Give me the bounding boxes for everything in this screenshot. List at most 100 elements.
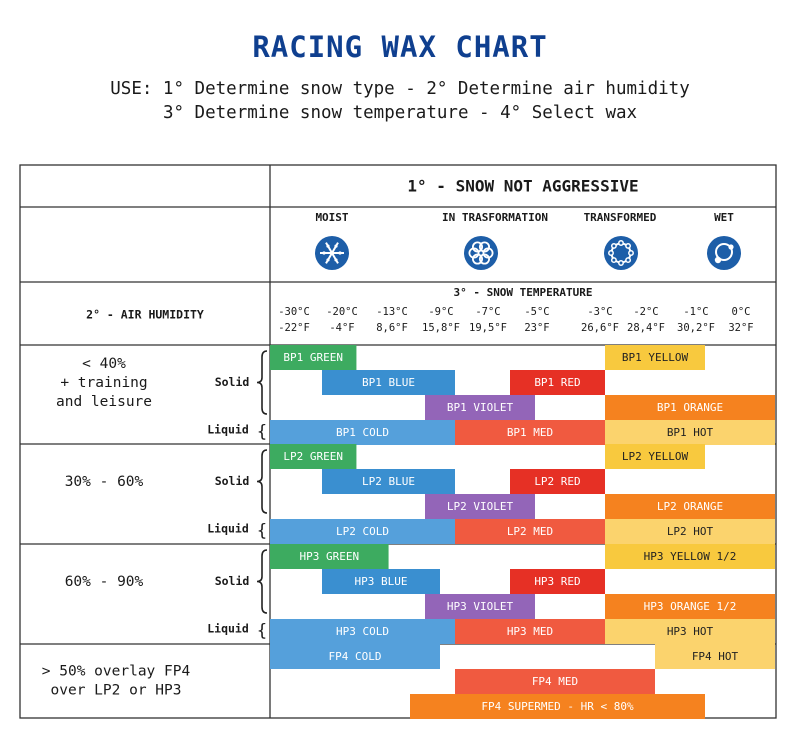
wax-bp1-orange-label: BP1 ORANGE	[657, 401, 723, 414]
snow-temperature-heading: 3° - SNOW TEMPERATURE	[453, 286, 592, 299]
liquid-label-group-1: Liquid	[207, 423, 249, 437]
wax-hp3-cold-label: HP3 COLD	[336, 625, 389, 638]
wax-bp1-cold-bar	[270, 420, 455, 445]
table-border	[19, 164, 777, 719]
wax-lp2-yellow-bar	[605, 444, 705, 469]
wax-bp1-violet: BP1 VIOLET	[425, 395, 535, 420]
wax-bp1-red-label: BP1 RED	[534, 376, 580, 389]
temp-c-label-3: -13°C	[376, 306, 408, 318]
chart-title: RACING WAX CHART	[252, 30, 548, 64]
wax-lp2-hot-bar	[605, 519, 775, 544]
wax-lp2-cold: LP2 COLD	[270, 519, 455, 544]
wax-hp3-hot-label: HP3 HOT	[667, 625, 714, 638]
wax-lp2-orange: LP2 ORANGE	[605, 494, 775, 519]
wax-hp3-red-label: HP3 RED	[534, 575, 580, 588]
wax-lp2-blue: LP2 BLUE	[322, 469, 455, 494]
wax-hp3-cold: HP3 COLD	[270, 619, 455, 644]
wax-fp4-supermed-hr-80--bar	[410, 694, 705, 719]
wax-bp1-med: BP1 MED	[455, 420, 605, 445]
wax-bp1-hot-bar	[605, 420, 775, 445]
air-humidity-heading: 2° - AIR HUMIDITY	[86, 308, 204, 322]
temp-c-label-8: -2°C	[633, 306, 658, 318]
wax-fp4-med: FP4 MED	[455, 669, 655, 694]
wax-bp1-green: BP1 GREEN	[270, 345, 357, 370]
wax-hp3-red: HP3 RED	[510, 569, 605, 594]
wax-fp4-hot-bar	[655, 644, 775, 669]
wax-bp1-cold-label: BP1 COLD	[336, 426, 389, 439]
wax-fp4-hot: FP4 HOT	[655, 644, 775, 669]
wax-lp2-orange-label: LP2 ORANGE	[657, 500, 723, 513]
temp-c-label-6: -5°C	[524, 306, 549, 318]
wax-lp2-blue-label: LP2 BLUE	[362, 475, 415, 488]
wax-hp3-green-bar	[270, 544, 389, 569]
temp-f-label-5: 19,5°F	[469, 322, 507, 334]
liquid-label-group-3: Liquid	[207, 622, 249, 636]
wax-bp1-hot-label: BP1 HOT	[667, 426, 714, 439]
wax-hp3-yellow-1-2-bar	[605, 544, 775, 569]
snow-type-3-label: TRANSFORMED	[584, 211, 657, 224]
wax-lp2-violet-label: LP2 VIOLET	[447, 500, 514, 513]
humidity-group-4-line-2: over LP2 or HP3	[51, 683, 182, 699]
wax-lp2-red: LP2 RED	[510, 469, 605, 494]
wax-hp3-green-label: HP3 GREEN	[299, 550, 359, 563]
wax-bp1-cold: BP1 COLD	[270, 420, 455, 445]
wax-lp2-hot-label: LP2 HOT	[667, 525, 714, 538]
temp-c-label-10: 0°C	[732, 306, 751, 318]
wax-lp2-red-label: LP2 RED	[534, 475, 580, 488]
wax-hp3-yellow-1-2: HP3 YELLOW 1/2	[605, 544, 775, 569]
wax-hp3-hot-bar	[605, 619, 775, 644]
wax-lp2-orange-bar	[605, 494, 775, 519]
temp-f-label-10: 32°F	[728, 322, 753, 334]
wax-hp3-violet-label: HP3 VIOLET	[447, 600, 514, 613]
temp-f-label-7: 26,6°F	[581, 322, 619, 334]
liquid-label-group-2: Liquid	[207, 522, 249, 536]
wax-lp2-green-label: LP2 GREEN	[283, 450, 343, 463]
liquid-brace-group-1: {	[257, 422, 267, 442]
temp-f-label-8: 28,4°F	[627, 322, 665, 334]
wax-lp2-red-bar	[510, 469, 605, 494]
wax-bp1-green-bar	[270, 345, 357, 370]
round-grain-icon	[604, 236, 638, 270]
wax-hp3-violet: HP3 VIOLET	[425, 594, 535, 619]
wax-fp4-supermed-hr-80--label: FP4 SUPERMED - HR < 80%	[481, 700, 634, 713]
wax-bp1-med-label: BP1 MED	[507, 426, 553, 439]
wax-lp2-med: LP2 MED	[455, 519, 605, 544]
wax-hp3-violet-bar	[425, 594, 535, 619]
solid-label-group-1: Solid	[215, 375, 250, 389]
wax-bp1-orange-bar	[605, 395, 775, 420]
wax-bp1-red-bar	[510, 370, 605, 395]
wax-hp3-orange-1-2-bar	[605, 594, 775, 619]
wax-fp4-med-bar	[455, 669, 655, 694]
snow-type-2-label: IN TRASFORMATION	[442, 211, 548, 224]
wax-fp4-cold-bar	[270, 644, 440, 669]
temp-f-label-1: -22°F	[278, 322, 310, 334]
temp-f-label-3: 8,6°F	[376, 322, 408, 334]
usage-instructions-line-1: USE: 1° Determine snow type - 2° Determi…	[110, 79, 690, 99]
temp-c-label-4: -9°C	[428, 306, 453, 318]
wax-bp1-orange: BP1 ORANGE	[605, 395, 775, 420]
wax-lp2-med-bar	[455, 519, 605, 544]
wax-lp2-hot: LP2 HOT	[605, 519, 775, 544]
temp-f-label-2: -4°F	[329, 322, 354, 334]
wax-hp3-hot: HP3 HOT	[605, 619, 775, 644]
solid-label-group-2: Solid	[215, 474, 250, 488]
temp-c-label-9: -1°C	[683, 306, 708, 318]
wax-lp2-yellow-label: LP2 YELLOW	[622, 450, 689, 463]
temp-f-label-6: 23°F	[524, 322, 549, 334]
snow-type-4-label: WET	[714, 211, 734, 224]
humidity-group-4-line-1: > 50% overlay FP4	[42, 664, 191, 680]
humidity-group-3-line-1: 60% - 90%	[65, 574, 144, 590]
wax-lp2-violet-bar	[425, 494, 535, 519]
temp-c-label-7: -3°C	[587, 306, 612, 318]
solid-label-group-3: Solid	[215, 574, 250, 588]
wax-bp1-blue-label: BP1 BLUE	[362, 376, 415, 389]
wax-lp2-cold-label: LP2 COLD	[336, 525, 389, 538]
wax-bp1-hot: BP1 HOT	[605, 420, 775, 445]
snow-type-1-label: MOIST	[315, 211, 348, 224]
humidity-group-1-line-1: < 40%	[82, 356, 126, 372]
wax-bp1-blue-bar	[322, 370, 455, 395]
wax-hp3-med: HP3 MED	[455, 619, 605, 644]
wax-bp1-violet-label: BP1 VIOLET	[447, 401, 514, 414]
wax-lp2-green: LP2 GREEN	[270, 444, 357, 469]
